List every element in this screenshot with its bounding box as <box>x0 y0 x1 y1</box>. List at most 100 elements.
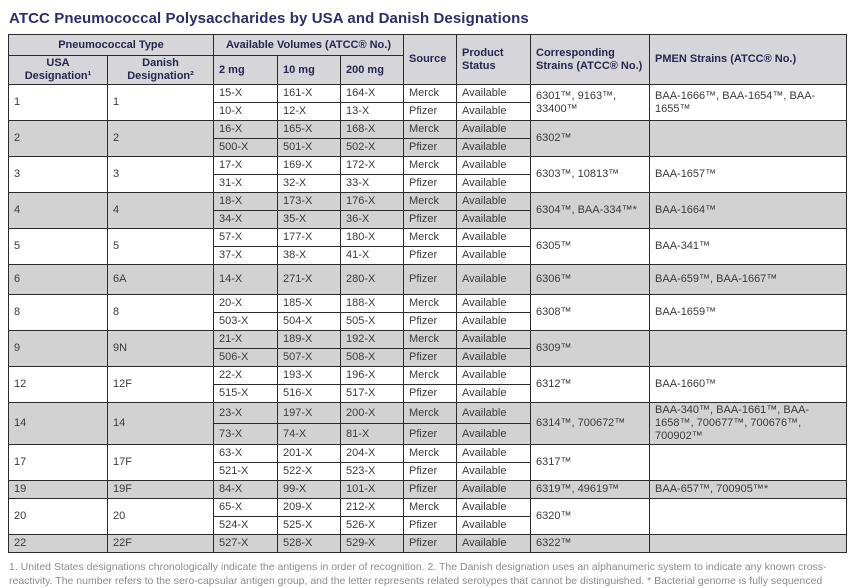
volume-2mg-cell: 15-X <box>213 84 278 103</box>
volume-200mg-cell: 41-X <box>339 246 405 265</box>
pmen-strains-cell <box>649 120 848 157</box>
danish-designation-cell: 2 <box>107 120 214 157</box>
header-usa-designation: USA Designation¹ <box>8 55 108 85</box>
danish-designation-cell: 6A <box>107 264 214 295</box>
danish-designation-cell: 19F <box>107 480 214 499</box>
table-row: 4 4 18-X 173-X 176-X Merck Available 6304™, BAA… <box>8 192 848 229</box>
volume-200mg-cell: 508-X <box>339 348 405 367</box>
volume-10mg-cell: 504-X <box>277 312 341 331</box>
corresponding-strains-cell: 6312™ <box>530 366 651 403</box>
table-row: 3 3 17-X 169-X 172-X Merck Available 6303™, 108… <box>8 156 848 193</box>
product-status-cell: Available <box>456 228 532 247</box>
table-row: 22 22F 527-X 528-X 529-X Pfizer Available 6322™ <box>8 534 848 553</box>
header-danish-designation: Danish Designation² <box>107 55 214 85</box>
pmen-strains-cell: BAA-341™ <box>649 228 848 265</box>
volume-10mg-cell: 185-X <box>277 294 341 313</box>
product-status-cell: Available <box>456 480 532 499</box>
product-status-cell: Available <box>456 516 532 535</box>
product-status-cell: Available <box>456 402 532 424</box>
source-cell: Pfizer <box>403 534 458 553</box>
table-row: 6 6A 14-X 271-X 280-X Pfizer Available 6306™ BAA… <box>8 264 848 295</box>
source-cell: Pfizer <box>403 246 458 265</box>
header-pneumococcal-type: Pneumococcal Type <box>8 34 214 56</box>
usa-designation-cell: 6 <box>8 264 108 295</box>
header-product-status: Product Status <box>456 34 532 85</box>
pmen-strains-cell: BAA-1657™ <box>649 156 848 193</box>
header-pmen-strains: PMEN Strains (ATCC® No.) <box>649 34 848 85</box>
usa-designation-cell: 9 <box>8 330 108 367</box>
volume-200mg-cell: 188-X <box>339 294 405 313</box>
volume-2mg-cell: 37-X <box>213 246 278 265</box>
product-status-cell: Available <box>456 264 532 295</box>
source-cell: Merck <box>403 402 458 424</box>
volume-200mg-cell: 164-X <box>339 84 405 103</box>
pmen-strains-cell <box>649 330 848 367</box>
volume-10mg-cell: 201-X <box>277 444 341 463</box>
volume-10mg-cell: 165-X <box>277 120 341 139</box>
header-source: Source <box>403 34 458 85</box>
usa-designation-cell: 3 <box>8 156 108 193</box>
volume-2mg-cell: 73-X <box>213 423 278 445</box>
table-row: 500-X 501-X 502-X Pfizer Available <box>9 138 847 157</box>
pmen-strains-cell <box>649 444 848 481</box>
product-status-cell: Available <box>456 138 532 157</box>
table-row: 521-X 522-X 523-X Pfizer Available <box>9 462 847 481</box>
corresponding-strains-cell: 6302™ <box>530 120 651 157</box>
page-title: ATCC Pneumococcal Polysaccharides by USA… <box>9 10 529 27</box>
product-status-cell: Available <box>456 102 532 121</box>
usa-designation-cell: 4 <box>8 192 108 229</box>
product-status-cell: Available <box>456 330 532 349</box>
volume-200mg-cell: 505-X <box>339 312 405 331</box>
volume-2mg-cell: 57-X <box>213 228 278 247</box>
source-cell: Merck <box>403 498 458 517</box>
volume-2mg-cell: 506-X <box>213 348 278 367</box>
volume-10mg-cell: 12-X <box>277 102 341 121</box>
volume-2mg-cell: 515-X <box>213 384 278 403</box>
volume-2mg-cell: 63-X <box>213 444 278 463</box>
table-row: 5 5 57-X 177-X 180-X Merck Available 6305™ BAA-3… <box>8 228 848 265</box>
product-status-cell: Available <box>456 84 532 103</box>
volume-2mg-cell: 65-X <box>213 498 278 517</box>
table-row: 17 17F 63-X 201-X 204-X Merck Available 6317™ <box>8 444 848 481</box>
table-row: 31-X 32-X 33-X Pfizer Available <box>9 174 847 193</box>
danish-designation-cell: 17F <box>107 444 214 481</box>
source-cell: Pfizer <box>403 462 458 481</box>
volume-2mg-cell: 527-X <box>213 534 278 553</box>
corresponding-strains-cell: 6306™ <box>530 264 651 295</box>
volume-200mg-cell: 192-X <box>339 330 405 349</box>
product-status-cell: Available <box>456 498 532 517</box>
usa-designation-cell: 12 <box>8 366 108 403</box>
pmen-strains-cell: BAA-340™, BAA-1661™, BAA-1658™, 700677™,… <box>649 402 848 445</box>
usa-designation-cell: 17 <box>8 444 108 481</box>
volume-2mg-cell: 16-X <box>213 120 278 139</box>
pmen-strains-cell: BAA-1664™ <box>649 192 848 229</box>
source-cell: Pfizer <box>403 480 458 499</box>
table-row: 20 20 65-X 209-X 212-X Merck Available 6320™ <box>8 498 848 535</box>
source-cell: Merck <box>403 156 458 175</box>
volume-10mg-cell: 507-X <box>277 348 341 367</box>
volume-200mg-cell: 196-X <box>339 366 405 385</box>
table-row: 506-X 507-X 508-X Pfizer Available <box>9 348 847 367</box>
volume-200mg-cell: 168-X <box>339 120 405 139</box>
footnote: 1. United States designations chronologi… <box>9 561 827 587</box>
volume-200mg-cell: 81-X <box>339 423 405 445</box>
volume-10mg-cell: 177-X <box>277 228 341 247</box>
product-status-cell: Available <box>456 246 532 265</box>
pmen-strains-cell: BAA-659™, BAA-1667™ <box>649 264 848 295</box>
source-cell: Pfizer <box>403 138 458 157</box>
corresponding-strains-cell: 6309™ <box>530 330 651 367</box>
usa-designation-cell: 8 <box>8 294 108 331</box>
volume-2mg-cell: 23-X <box>213 402 278 424</box>
table-row: 12 12F 22-X 193-X 196-X Merck Available 6312™ BA… <box>8 366 848 403</box>
usa-designation-cell: 22 <box>8 534 108 553</box>
source-cell: Pfizer <box>403 102 458 121</box>
corresponding-strains-cell: 6304™, BAA-334™* <box>530 192 651 229</box>
source-cell: Pfizer <box>403 384 458 403</box>
corresponding-strains-cell: 6314™, 700672™ <box>530 402 651 445</box>
header-row-columns: USA Designation¹ Danish Designation² 2 m… <box>8 55 847 85</box>
product-status-cell: Available <box>456 384 532 403</box>
source-cell: Pfizer <box>403 210 458 229</box>
usa-designation-cell: 19 <box>8 480 108 499</box>
source-cell: Pfizer <box>403 264 458 295</box>
